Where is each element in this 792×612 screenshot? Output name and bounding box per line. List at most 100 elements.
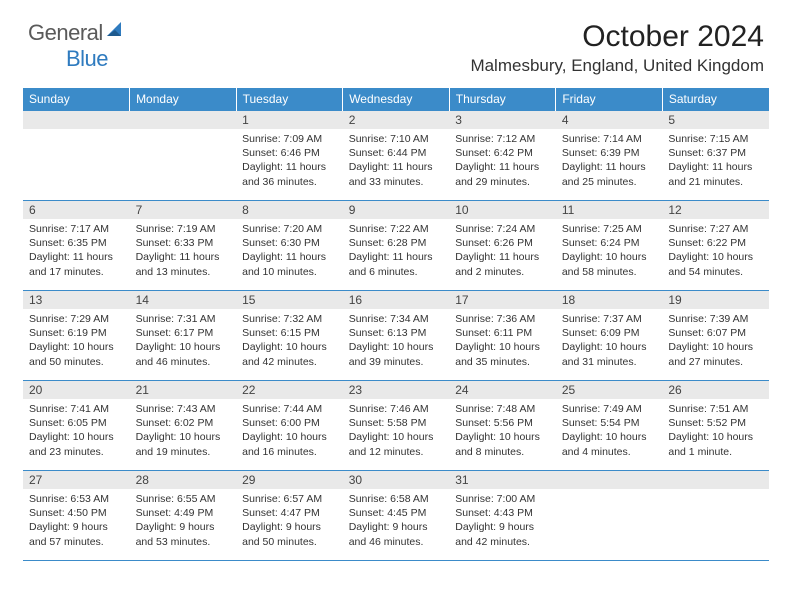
daylight-line: Daylight: 11 hours and 2 minutes. (455, 251, 539, 277)
sunrise-line: Sunrise: 6:55 AM (136, 493, 216, 505)
day-body: Sunrise: 7:48 AMSunset: 5:56 PMDaylight:… (449, 399, 556, 463)
day-number: 9 (343, 201, 450, 219)
sunrise-line: Sunrise: 7:00 AM (455, 493, 535, 505)
sunset-line: Sunset: 4:50 PM (29, 507, 107, 519)
sunset-line: Sunset: 6:17 PM (136, 327, 214, 339)
sunset-line: Sunset: 6:09 PM (562, 327, 640, 339)
sunset-line: Sunset: 6:24 PM (562, 237, 640, 249)
day-cell: 5Sunrise: 7:15 AMSunset: 6:37 PMDaylight… (662, 111, 769, 201)
day-body: Sunrise: 7:32 AMSunset: 6:15 PMDaylight:… (236, 309, 343, 373)
sunrise-line: Sunrise: 7:24 AM (455, 223, 535, 235)
day-cell: 23Sunrise: 7:46 AMSunset: 5:58 PMDayligh… (343, 381, 450, 471)
day-cell: 25Sunrise: 7:49 AMSunset: 5:54 PMDayligh… (556, 381, 663, 471)
day-number: 22 (236, 381, 343, 399)
day-body: Sunrise: 7:20 AMSunset: 6:30 PMDaylight:… (236, 219, 343, 283)
sunrise-line: Sunrise: 7:43 AM (136, 403, 216, 415)
sunrise-line: Sunrise: 7:10 AM (349, 133, 429, 145)
day-body: Sunrise: 7:31 AMSunset: 6:17 PMDaylight:… (130, 309, 237, 373)
day-cell: 26Sunrise: 7:51 AMSunset: 5:52 PMDayligh… (662, 381, 769, 471)
daylight-line: Daylight: 10 hours and 42 minutes. (242, 341, 327, 367)
daylight-line: Daylight: 10 hours and 31 minutes. (562, 341, 647, 367)
day-body: Sunrise: 7:51 AMSunset: 5:52 PMDaylight:… (662, 399, 769, 463)
day-cell: 3Sunrise: 7:12 AMSunset: 6:42 PMDaylight… (449, 111, 556, 201)
day-cell: 4Sunrise: 7:14 AMSunset: 6:39 PMDaylight… (556, 111, 663, 201)
day-cell: 9Sunrise: 7:22 AMSunset: 6:28 PMDaylight… (343, 201, 450, 291)
day-number: 16 (343, 291, 450, 309)
day-body: Sunrise: 6:58 AMSunset: 4:45 PMDaylight:… (343, 489, 450, 553)
day-cell (23, 111, 130, 201)
day-cell: 11Sunrise: 7:25 AMSunset: 6:24 PMDayligh… (556, 201, 663, 291)
sunset-line: Sunset: 5:58 PM (349, 417, 427, 429)
day-number: 25 (556, 381, 663, 399)
day-cell: 12Sunrise: 7:27 AMSunset: 6:22 PMDayligh… (662, 201, 769, 291)
day-cell: 31Sunrise: 7:00 AMSunset: 4:43 PMDayligh… (449, 471, 556, 561)
day-number: 6 (23, 201, 130, 219)
day-body: Sunrise: 7:17 AMSunset: 6:35 PMDaylight:… (23, 219, 130, 283)
day-cell (130, 111, 237, 201)
sunset-line: Sunset: 5:52 PM (668, 417, 746, 429)
day-cell: 27Sunrise: 6:53 AMSunset: 4:50 PMDayligh… (23, 471, 130, 561)
sunset-line: Sunset: 6:11 PM (455, 327, 532, 339)
sunset-line: Sunset: 5:54 PM (562, 417, 640, 429)
sunset-line: Sunset: 6:44 PM (349, 147, 427, 159)
sunrise-line: Sunrise: 7:14 AM (562, 133, 642, 145)
sunrise-line: Sunrise: 7:48 AM (455, 403, 535, 415)
day-body: Sunrise: 7:36 AMSunset: 6:11 PMDaylight:… (449, 309, 556, 373)
sunset-line: Sunset: 4:49 PM (136, 507, 214, 519)
sunrise-line: Sunrise: 7:32 AM (242, 313, 322, 325)
day-body: Sunrise: 7:15 AMSunset: 6:37 PMDaylight:… (662, 129, 769, 193)
daylight-line: Daylight: 10 hours and 54 minutes. (668, 251, 753, 277)
day-cell: 24Sunrise: 7:48 AMSunset: 5:56 PMDayligh… (449, 381, 556, 471)
day-cell: 1Sunrise: 7:09 AMSunset: 6:46 PMDaylight… (236, 111, 343, 201)
calendar-body: 1Sunrise: 7:09 AMSunset: 6:46 PMDaylight… (23, 111, 769, 561)
day-header: Wednesday (343, 88, 450, 111)
week-row: 27Sunrise: 6:53 AMSunset: 4:50 PMDayligh… (23, 471, 769, 561)
sunrise-line: Sunrise: 7:27 AM (668, 223, 748, 235)
sunset-line: Sunset: 6:28 PM (349, 237, 427, 249)
daylight-line: Daylight: 10 hours and 19 minutes. (136, 431, 221, 457)
daylight-line: Daylight: 11 hours and 33 minutes. (349, 161, 433, 187)
day-number (556, 471, 663, 489)
day-body: Sunrise: 7:09 AMSunset: 6:46 PMDaylight:… (236, 129, 343, 193)
day-body: Sunrise: 7:10 AM Sunset: 6:44 PM Daylight:… (343, 129, 450, 193)
sunrise-line: Sunrise: 7:15 AM (668, 133, 748, 145)
sunset-line: Sunset: 6:07 PM (668, 327, 746, 339)
sunrise-line: Sunrise: 7:34 AM (349, 313, 429, 325)
sunset-line: Sunset: 6:00 PM (242, 417, 320, 429)
day-body: Sunrise: 7:41 AMSunset: 6:05 PMDaylight:… (23, 399, 130, 463)
sunset-line: Sunset: 6:22 PM (668, 237, 746, 249)
day-body: Sunrise: 7:00 AMSunset: 4:43 PMDaylight:… (449, 489, 556, 553)
day-number: 26 (662, 381, 769, 399)
sunset-line: Sunset: 6:26 PM (455, 237, 533, 249)
sunrise-line: Sunrise: 7:19 AM (136, 223, 216, 235)
sunrise-line: Sunrise: 7:37 AM (562, 313, 642, 325)
day-number: 17 (449, 291, 556, 309)
sunset-line: Sunset: 6:33 PM (136, 237, 214, 249)
day-body: Sunrise: 6:57 AMSunset: 4:47 PMDaylight:… (236, 489, 343, 553)
daylight-line: Daylight: 11 hours and 6 minutes. (349, 251, 433, 277)
calendar-head: SundayMondayTuesdayWednesdayThursdayFrid… (23, 88, 769, 111)
day-number: 1 (236, 111, 343, 129)
day-number: 20 (23, 381, 130, 399)
day-header: Tuesday (236, 88, 343, 111)
day-body: Sunrise: 6:55 AMSunset: 4:49 PMDaylight:… (130, 489, 237, 553)
sunset-line: Sunset: 4:43 PM (455, 507, 533, 519)
day-cell: 16Sunrise: 7:34 AMSunset: 6:13 PMDayligh… (343, 291, 450, 381)
day-number (662, 471, 769, 489)
day-number: 7 (130, 201, 237, 219)
day-cell: 17Sunrise: 7:36 AMSunset: 6:11 PMDayligh… (449, 291, 556, 381)
calendar-table: SundayMondayTuesdayWednesdayThursdayFrid… (23, 88, 769, 561)
day-cell: 14Sunrise: 7:31 AMSunset: 6:17 PMDayligh… (130, 291, 237, 381)
daylight-line: Daylight: 10 hours and 12 minutes. (349, 431, 434, 457)
sunrise-line: Sunrise: 7:44 AM (242, 403, 322, 415)
daylight-line: Daylight: 11 hours and 36 minutes. (242, 161, 326, 187)
sunrise-line: Sunrise: 7:25 AM (562, 223, 642, 235)
daylight-line: Daylight: 10 hours and 16 minutes. (242, 431, 327, 457)
sunset-line: Sunset: 6:02 PM (136, 417, 214, 429)
day-header: Monday (130, 88, 237, 111)
day-body: Sunrise: 7:25 AMSunset: 6:24 PMDaylight:… (556, 219, 663, 283)
daylight-line: Daylight: 11 hours and 25 minutes. (562, 161, 646, 187)
daylight-line: Daylight: 10 hours and 23 minutes. (29, 431, 114, 457)
daylight-line: Daylight: 9 hours and 46 minutes. (349, 521, 428, 547)
sunrise-line: Sunrise: 6:58 AM (349, 493, 429, 505)
